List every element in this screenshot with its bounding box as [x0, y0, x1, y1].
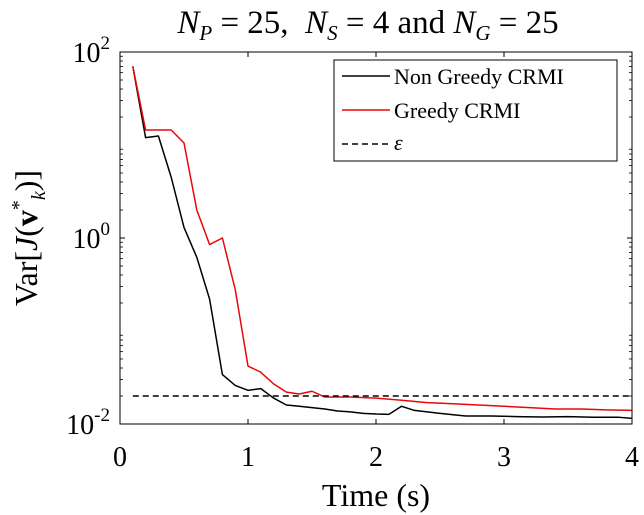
- legend-item-non-greedy: Non Greedy CRMI: [342, 64, 564, 89]
- x-tick-label: 4: [625, 442, 639, 473]
- legend-label-greedy: Greedy CRMI: [394, 98, 520, 123]
- y-tick-label: 10-2: [66, 405, 110, 441]
- legend-label-non-greedy: Non Greedy CRMI: [394, 64, 564, 89]
- series-greedy-line: [132, 66, 633, 412]
- legend-item-epsilon: ε: [342, 130, 403, 155]
- legend: Non Greedy CRMI Greedy CRMI ε: [333, 59, 618, 162]
- legend-item-greedy: Greedy CRMI: [342, 98, 520, 123]
- y-axis-label: Var[J(v*k)]: [8, 170, 50, 306]
- x-axis-label: Time (s): [322, 477, 430, 513]
- x-tick-label: 2: [369, 442, 383, 473]
- legend-label-epsilon: ε: [394, 130, 403, 155]
- y-tick-label: 100: [73, 219, 111, 255]
- x-tick-label: 3: [497, 442, 511, 473]
- x-tick-label: 0: [113, 442, 127, 473]
- series-layer: [132, 66, 633, 420]
- svg-text:Var[J(v*k)]: Var[J(v*k)]: [8, 170, 50, 306]
- series-non-greedy-line: [132, 66, 633, 420]
- chart-title: NP = 25, NS = 4 and NG = 25: [176, 5, 558, 45]
- y-tick-label: 102: [73, 33, 111, 69]
- x-tick-label: 1: [241, 442, 255, 473]
- axis-layer: 0 1 2 3 4 10-2 100 102: [66, 33, 639, 473]
